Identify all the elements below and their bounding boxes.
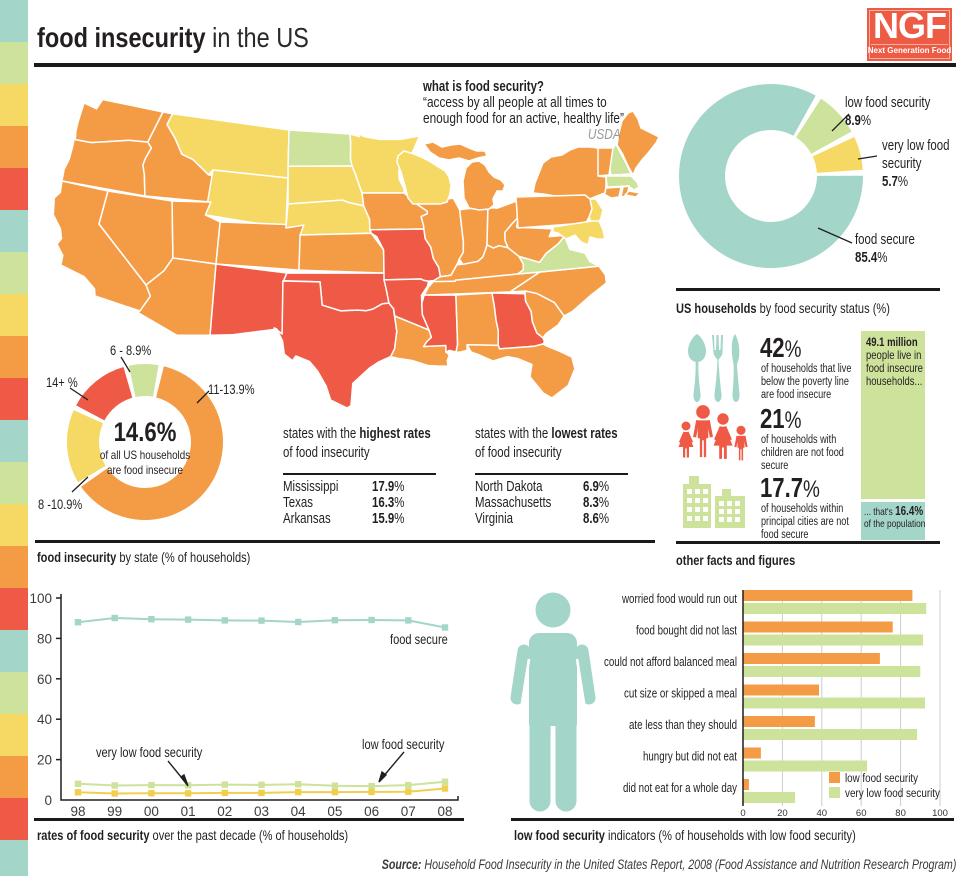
svg-text:80: 80 xyxy=(895,808,906,819)
svg-text:could not afford balanced meal: could not afford balanced meal xyxy=(604,655,737,669)
svg-text:05: 05 xyxy=(327,804,342,819)
svg-text:100: 100 xyxy=(29,591,52,606)
svg-text:0: 0 xyxy=(44,793,52,808)
svg-text:low food security: low food security xyxy=(845,773,918,785)
svg-text:40: 40 xyxy=(37,712,52,727)
svg-text:very low food security: very low food security xyxy=(845,788,940,800)
svg-text:food bought did not last: food bought did not last xyxy=(636,624,737,638)
svg-text:07: 07 xyxy=(401,804,416,819)
svg-text:03: 03 xyxy=(254,804,269,819)
svg-text:20: 20 xyxy=(777,808,788,819)
svg-text:worried food would run out: worried food would run out xyxy=(621,592,737,606)
svg-text:40: 40 xyxy=(817,808,828,819)
svg-text:99: 99 xyxy=(107,804,122,819)
svg-text:98: 98 xyxy=(70,804,85,819)
svg-text:60: 60 xyxy=(856,808,867,819)
svg-text:02: 02 xyxy=(217,804,232,819)
svg-text:did not eat for a whole day: did not eat for a whole day xyxy=(623,781,738,795)
svg-text:06: 06 xyxy=(364,804,379,819)
svg-text:08: 08 xyxy=(437,804,452,819)
svg-text:cut size or skipped a meal: cut size or skipped a meal xyxy=(624,687,737,701)
svg-text:60: 60 xyxy=(37,672,52,687)
svg-text:20: 20 xyxy=(37,753,52,768)
svg-text:0: 0 xyxy=(740,808,745,819)
svg-text:hungry but did not eat: hungry but did not eat xyxy=(643,750,737,764)
svg-text:80: 80 xyxy=(37,631,52,646)
svg-text:04: 04 xyxy=(291,804,307,819)
svg-text:01: 01 xyxy=(181,804,196,819)
svg-text:ate less than they should: ate less than they should xyxy=(629,718,737,732)
svg-text:100: 100 xyxy=(932,808,948,819)
svg-text:00: 00 xyxy=(144,804,159,819)
